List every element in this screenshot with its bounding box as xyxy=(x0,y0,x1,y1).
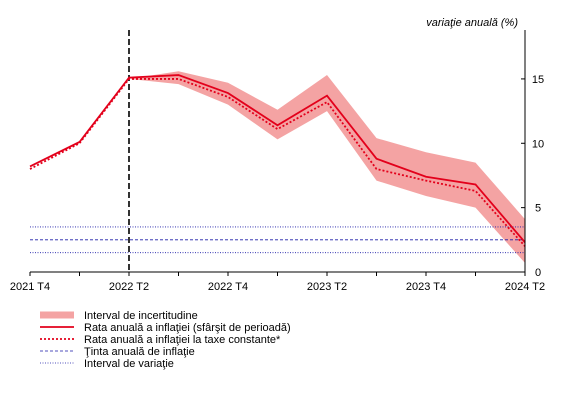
legend-label: Interval de incertitudine xyxy=(84,310,198,322)
x-tick-label: 2021 T4 xyxy=(10,281,50,293)
legend-item: Interval de incertitudine xyxy=(40,310,198,322)
uncertainty-band xyxy=(129,71,525,263)
legend-swatch xyxy=(40,311,74,319)
y-tick-label: 10 xyxy=(532,138,544,150)
x-tick-label: 2022 T4 xyxy=(208,281,248,293)
x-tick-label: 2023 T2 xyxy=(307,281,347,293)
x-tick-label: 2023 T4 xyxy=(406,281,446,293)
y-tick-label: 0 xyxy=(535,267,541,279)
legend-item: Interval de variaţie xyxy=(40,358,174,370)
legend-label: Interval de variaţie xyxy=(84,358,174,370)
series-end-of-period xyxy=(29,74,526,243)
y-tick-label: 15 xyxy=(532,74,544,86)
legend-item: Rata anuală a inflaţiei la taxe constant… xyxy=(40,334,281,346)
legend-label: Rata anuală a inflaţiei la taxe constant… xyxy=(84,334,281,346)
y-tick-label: 5 xyxy=(535,203,541,215)
plot-area: 2021 T4 2022 T2 2022 T4 2023 T2 2023 T4 2024 … xyxy=(10,30,545,293)
x-tick-label: 2024 T2 xyxy=(505,281,545,293)
legend-item: Rata anuală a inflaţiei (sfârşit de peri… xyxy=(40,322,291,334)
legend-item: Ţinta anuală de inflaţie xyxy=(40,346,195,358)
unit-label: variaţie anuală (%) xyxy=(426,17,518,29)
x-tick-label: 2022 T2 xyxy=(109,281,149,293)
legend-label: Ţinta anuală de inflaţie xyxy=(84,346,195,358)
legend-label: Rata anuală a inflaţiei (sfârşit de peri… xyxy=(84,322,291,334)
